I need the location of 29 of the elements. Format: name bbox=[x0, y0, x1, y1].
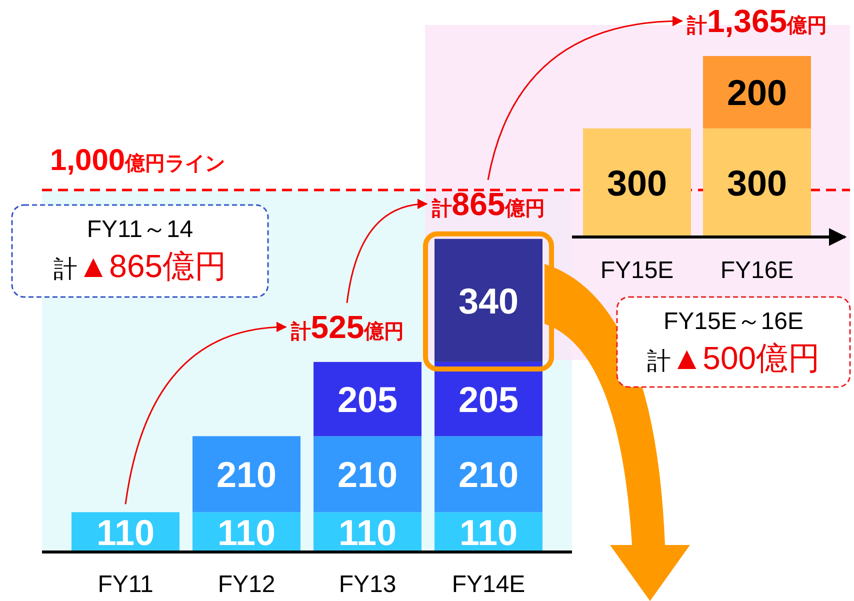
data-label: 210 bbox=[458, 454, 519, 496]
x-tick-label: FY15E bbox=[600, 257, 674, 284]
data-label: 340 bbox=[458, 280, 519, 322]
data-label: 110 bbox=[338, 512, 397, 554]
x-tick-label: FY14E bbox=[452, 571, 526, 598]
text: FY15E～16E 計▲500億円 bbox=[646, 308, 820, 376]
data-label: 300 bbox=[726, 162, 788, 204]
data-label: 300 bbox=[606, 162, 668, 204]
annotation: 計865億円 bbox=[430, 186, 546, 222]
data-label: 110 bbox=[96, 512, 155, 554]
data-label: 200 bbox=[726, 72, 788, 114]
bar bbox=[314, 436, 422, 512]
annotation: FY11～14 計▲865億円 bbox=[53, 216, 227, 284]
data-label: 205 bbox=[337, 379, 398, 420]
x-tick-label: FY11 bbox=[98, 571, 154, 598]
annotation: 計525億円 bbox=[290, 308, 404, 345]
x-tick-label: FY12 bbox=[218, 571, 276, 598]
bar bbox=[434, 436, 542, 512]
ref-line-label: 1,000億円ライン bbox=[50, 144, 226, 177]
x-tick-label: FY16E bbox=[720, 257, 794, 284]
data-label: 210 bbox=[337, 454, 398, 496]
data-label: 110 bbox=[217, 512, 276, 554]
bar bbox=[314, 362, 422, 436]
annotation: 計1,365億円 bbox=[686, 3, 828, 39]
x-tick-label: FY13 bbox=[338, 571, 396, 598]
data-label: 205 bbox=[458, 379, 519, 420]
data-label: 210 bbox=[216, 454, 277, 496]
data-label: 110 bbox=[459, 512, 518, 554]
bar bbox=[192, 436, 300, 512]
